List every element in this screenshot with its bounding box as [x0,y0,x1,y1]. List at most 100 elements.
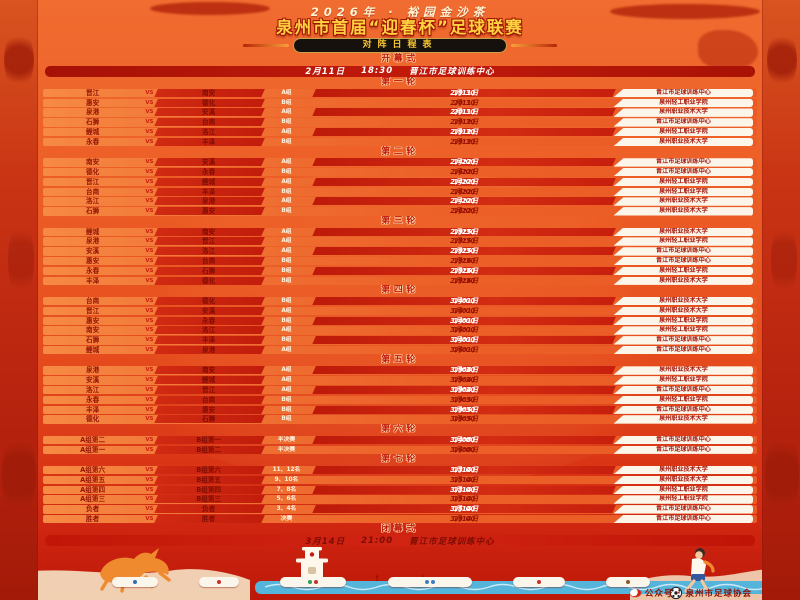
group-tag: A组 [281,377,292,384]
venue-pill: 泉州职业技术大学 [613,227,754,237]
match-time: 14:00 [453,297,476,305]
home-team: 丰泽 [86,405,100,414]
match-time: 15:00 [453,505,476,514]
group-tag: B组 [281,99,292,106]
home-team: 晋江 [86,306,100,315]
vs-label: VS [145,99,154,106]
ceremony-date: 2月11日 [305,67,346,78]
venue-pill: 晋江市足球训练中心 [613,405,754,414]
home-team: 永春 [86,266,100,275]
venue-pill: 泉州职业技术大学 [613,466,754,475]
match-date: 2月26日 [450,276,479,285]
match-row: 南安 VS 安溪 A组 2月22日 14:00 晋江市足球训练中心 [43,158,757,167]
home-team: 胜者 [86,514,100,523]
group-tag: A组 [281,198,292,205]
vs-label: VS [145,188,154,195]
group-tag: B组 [281,277,292,284]
vs-label: VS [145,367,154,374]
vs-label: VS [145,317,154,324]
vs-label: VS [145,238,154,245]
vs-label: VS [145,298,154,304]
vs-label: VS [145,515,154,522]
venue-pill: 晋江市足球训练中心 [613,514,754,524]
match-datetime: 3月04日 19:30 [314,386,614,394]
badge-wing-right [511,44,557,47]
match-row: A组第五 VS B组第五 9、10名 3月14日 15:00 泉州职业技术大学 [43,475,757,485]
home-team: 泉港 [86,237,100,246]
vs-label: VS [145,169,154,176]
match-row: 胜者 VS 胜者 决赛 3月14日 19:00 晋江市足球训练中心 [43,514,757,524]
match-time: 20:30 [453,98,476,107]
group-tag: 11、12名 [272,467,301,473]
match-date: 3月01日 [450,297,479,305]
away-team: 鲤城 [202,376,216,385]
venue-pill: 晋江市足球训练中心 [613,118,754,127]
match-row: 惠安 VS 台商 B组 2月26日 19:30 晋江市足球训练中心 [43,256,757,266]
match-datetime: 2月12日 19:30 [314,138,614,146]
match-datetime: 3月04日 19:30 [314,366,614,374]
match-row: A组第一 VS B组第二 半决赛 3月08日 16:00 晋江市足球训练中心 [43,445,757,454]
home-team: 安溪 [86,247,100,256]
match-row: A组第三 VS B组第三 5、6名 3月14日 15:00 泉州轻工职业学院 [43,495,757,504]
match-time: 19:30 [453,256,476,265]
home-team: 鲤城 [86,128,100,136]
match-time: 19:30 [453,266,476,275]
venue-pill: 泉州职业技术大学 [613,306,754,316]
venue-pill: 泉州轻工职业学院 [613,326,754,335]
home-team: 晋江 [86,177,100,186]
match-datetime: 3月14日 19:00 [314,515,614,523]
away-team: 晋江 [202,385,216,394]
match-row: 南安 VS 洛江 A组 3月01日 16:00 泉州轻工职业学院 [43,326,757,335]
right-border-band [762,0,800,600]
round-section: 第一轮 晋江 VS 南安 A组 2月11日 19:30 晋江市足球训练中心 惠安… [37,78,763,147]
vs-label: VS [145,178,154,185]
match-datetime: 3月01日 16:00 [314,307,614,315]
match-date: 3月08日 [450,435,479,444]
group-tag: B组 [281,169,292,176]
match-datetime: 2月26日 19:30 [314,267,614,275]
group-tag: 7、8名 [276,486,297,493]
group-tag: A组 [281,248,292,255]
match-date: 2月22日 [450,197,479,206]
match-row: 安溪 VS 鲤城 A组 3月04日 19:30 泉州轻工职业学院 [43,376,757,385]
venue-pill: 泉州职业技术大学 [613,137,754,147]
venue-pill: 晋江市足球训练中心 [613,168,754,177]
calligraphy-subtitle: 2026年 · 裕园金沙茶 [310,5,490,19]
group-tag: A组 [281,228,292,235]
venue-pill: 晋江市足球训练中心 [613,505,754,514]
home-team: A组第二 [80,435,106,444]
closing-ceremony-bar: 3月14日 21:00 晋江市足球训练中心 [45,535,755,547]
match-time: 19:30 [453,118,476,127]
home-team: 台商 [86,297,100,305]
group-tag: A组 [281,346,292,353]
match-row: 德化 VS 永春 B组 2月22日 16:00 晋江市足球训练中心 [43,168,757,177]
away-team: 安溪 [202,108,216,117]
match-row: 泉港 VS 南安 A组 3月04日 19:30 泉州职业技术大学 [43,366,757,375]
venue-pill: 晋江市足球训练中心 [613,385,754,395]
match-time: 19:30 [453,137,476,146]
match-datetime: 2月12日 19:30 [314,118,614,126]
venue-pill: 泉州轻工职业学院 [613,316,754,325]
vs-label: VS [145,446,154,453]
rounds-mount: 第一轮 晋江 VS 南安 A组 2月11日 19:30 晋江市足球训练中心 惠安… [37,78,763,524]
venue-pill: 泉州职业技术大学 [613,297,754,306]
away-team: B组第四 [196,485,222,494]
group-tag: A组 [281,307,292,314]
away-team: 鲤城 [202,177,216,186]
match-row: 安溪 VS 洛江 A组 2月25日 19:30 晋江市足球训练中心 [43,247,757,256]
match-date: 3月04日 [450,385,479,394]
round-title: 第七轮 [381,454,419,465]
match-time: 16:00 [453,187,476,196]
home-team: A组第四 [80,485,106,494]
match-date: 3月14日 [450,495,479,504]
venue-pill: 泉州轻工职业学院 [613,395,754,405]
home-team: A组第五 [80,475,106,484]
away-team: B组第六 [196,466,222,474]
match-row: 德化 VS 石狮 B组 3月05日 19:30 泉州职业技术大学 [43,415,757,424]
vs-label: VS [145,396,154,403]
match-date: 2月12日 [450,128,479,136]
away-team: B组第二 [196,445,222,454]
group-tag: A组 [281,386,292,393]
away-team: 丰泽 [202,187,216,196]
